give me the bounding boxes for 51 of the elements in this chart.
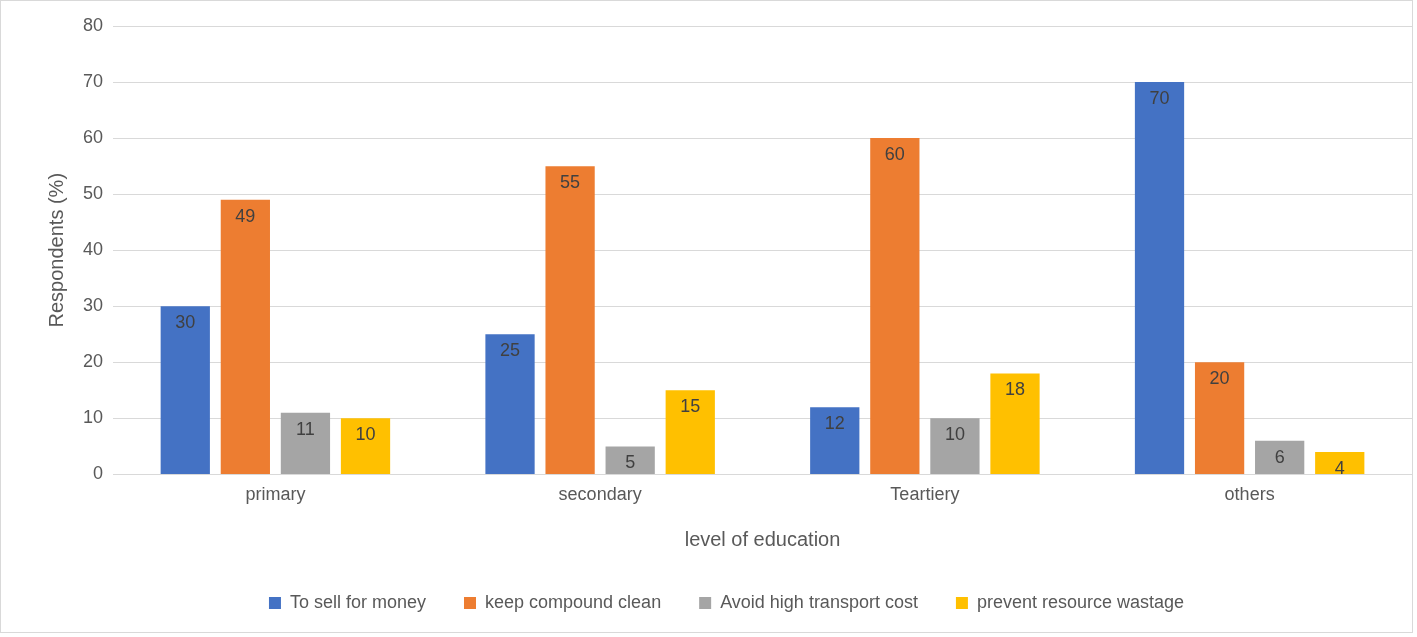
y-tick-label: 70 bbox=[82, 71, 104, 92]
data-label: 12 bbox=[824, 413, 845, 434]
legend-label: keep compound clean bbox=[485, 591, 662, 612]
bar bbox=[1315, 451, 1365, 474]
bar bbox=[545, 166, 595, 474]
data-label: 10 bbox=[944, 424, 965, 445]
data-label: 49 bbox=[235, 205, 256, 226]
bar bbox=[1255, 440, 1305, 474]
y-axis-title: Respondents (%) bbox=[44, 172, 67, 328]
legend-label: prevent resource wastage bbox=[976, 591, 1185, 612]
data-label: 15 bbox=[680, 396, 701, 417]
y-tick-label: 10 bbox=[82, 407, 104, 428]
data-label: 20 bbox=[1209, 368, 1230, 389]
bar bbox=[990, 373, 1040, 474]
bar bbox=[1134, 82, 1185, 474]
bar bbox=[280, 412, 331, 474]
data-label: 10 bbox=[355, 424, 376, 445]
bar bbox=[220, 199, 270, 474]
y-tick-label: 30 bbox=[82, 295, 104, 316]
x-tick-label: others bbox=[1224, 484, 1275, 505]
data-label: 30 bbox=[175, 312, 196, 333]
y-tick-label: 20 bbox=[82, 351, 104, 372]
data-label: 4 bbox=[1334, 457, 1345, 478]
y-tick-label: 0 bbox=[93, 463, 104, 484]
y-tick-label: 60 bbox=[82, 127, 104, 148]
bar bbox=[1194, 362, 1245, 474]
y-tick-label: 40 bbox=[82, 239, 104, 260]
bar bbox=[160, 306, 210, 474]
x-axis-title: level of education bbox=[684, 527, 841, 550]
data-label: 18 bbox=[1004, 379, 1026, 400]
data-label: 5 bbox=[625, 452, 636, 473]
data-label: 25 bbox=[500, 340, 521, 361]
bar bbox=[870, 138, 920, 474]
bar bbox=[340, 418, 391, 474]
data-label: 11 bbox=[296, 418, 315, 439]
bar bbox=[665, 390, 715, 474]
data-label: 70 bbox=[1149, 88, 1170, 109]
bar bbox=[485, 334, 535, 474]
bar bbox=[810, 407, 860, 474]
data-label: 55 bbox=[560, 172, 581, 193]
bar bbox=[930, 418, 980, 474]
legend-label: Avoid high transport cost bbox=[720, 591, 918, 612]
x-tick-label: primary bbox=[245, 484, 306, 505]
x-tick-label: secondary bbox=[558, 484, 642, 505]
y-tick-label: 50 bbox=[82, 183, 104, 204]
data-label: 60 bbox=[884, 144, 905, 165]
data-label: 6 bbox=[1274, 446, 1285, 467]
bar bbox=[605, 446, 655, 474]
legend-label: To sell for money bbox=[289, 591, 427, 612]
x-tick-label: Teartiery bbox=[890, 484, 960, 505]
y-tick-label: 80 bbox=[82, 14, 104, 35]
